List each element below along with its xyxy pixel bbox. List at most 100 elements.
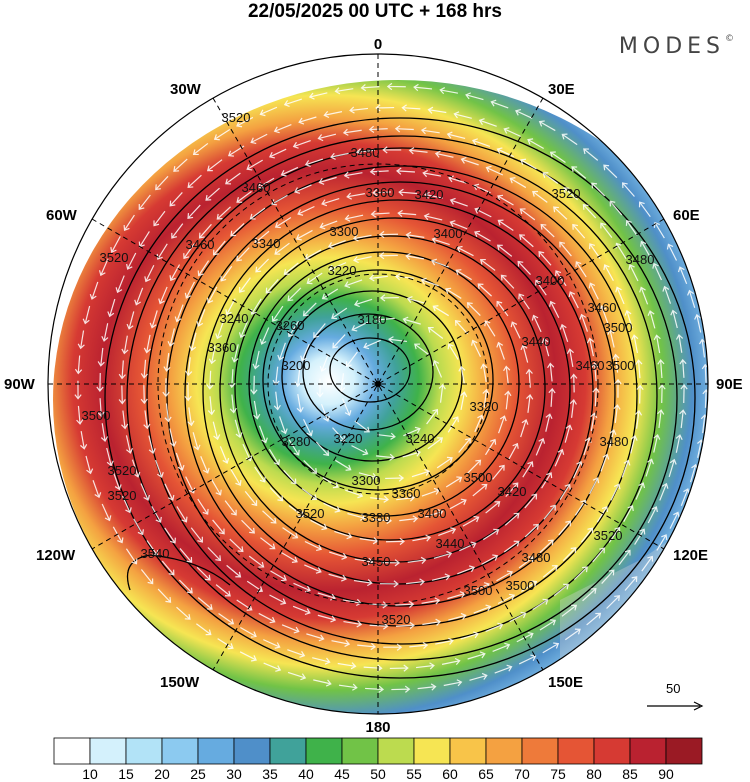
wind-arrow (298, 116, 317, 125)
wind-arrow (187, 204, 201, 219)
wind-arrow (573, 566, 588, 581)
wind-arrow (478, 118, 497, 127)
wind-arrow (259, 327, 270, 345)
wind-arrow (125, 435, 134, 454)
wind-arrow (236, 247, 250, 262)
wind-arrow (668, 458, 677, 478)
contour-label: 3480 (600, 434, 629, 449)
wind-arrow (607, 329, 615, 348)
wind-arrow (538, 120, 556, 132)
wind-arrow (687, 289, 696, 309)
wind-arrow (112, 472, 122, 491)
wind-arrow (462, 515, 480, 527)
lon-label-90e: 90E (716, 376, 743, 393)
wind-arrow (98, 258, 109, 277)
colorbar-swatch (377, 737, 415, 765)
wind-arrow (583, 148, 599, 161)
wind-arrow (269, 487, 284, 502)
wind-arrow (559, 323, 569, 343)
wind-arrow (212, 519, 225, 535)
wind-arrow (618, 549, 631, 566)
wind-arrow (609, 200, 623, 216)
wind-arrow (353, 298, 373, 308)
wind-arrow (115, 275, 125, 294)
wind-arrow (545, 413, 553, 432)
wind-arrow (662, 285, 672, 304)
wind-arrow (520, 158, 537, 170)
wind-arrow (591, 182, 606, 197)
wind-arrow (187, 174, 202, 189)
wind-arrow (372, 516, 392, 525)
contour-label: 3500 (604, 320, 633, 335)
wind-arrow (640, 240, 651, 258)
lon-label-60e: 60E (673, 207, 700, 224)
wind-arrow (327, 240, 346, 249)
wind-arrow (412, 534, 432, 542)
wind-arrow (389, 664, 409, 672)
wind-arrow (287, 287, 302, 302)
wind-arrow (405, 231, 425, 239)
wind-arrow (431, 573, 451, 581)
contour-label: 3340 (252, 236, 281, 251)
wind-arrow (402, 316, 421, 325)
contour-label: 3400 (434, 226, 463, 241)
wind-arrow (293, 582, 311, 593)
wind-arrow (569, 399, 577, 418)
wind-arrow (351, 445, 369, 456)
colorbar-swatch (665, 737, 703, 765)
wind-arrow (369, 622, 389, 630)
wind-arrow (178, 579, 193, 594)
wind-arrow (274, 216, 292, 229)
wind-arrow (236, 116, 254, 128)
wind-arrow (422, 618, 442, 626)
wind-arrow (570, 373, 578, 393)
wind-arrow (162, 378, 170, 398)
wind-arrow (224, 500, 237, 516)
wind-arrow (518, 556, 535, 569)
wind-arrow (413, 83, 433, 92)
wind-arrow (417, 683, 437, 691)
wind-arrow (375, 315, 395, 324)
wind-arrow (143, 334, 151, 354)
wind-arrow (171, 223, 184, 239)
wind-arrow (479, 258, 496, 271)
wind-arrow (653, 433, 661, 453)
wind-arrow (652, 262, 663, 281)
wind-arrow (295, 229, 313, 241)
colorbar-swatch (89, 737, 127, 765)
wind-arrow (155, 459, 164, 478)
wind-arrow (184, 382, 192, 402)
wind-arrow (481, 554, 499, 565)
wind-arrow (580, 527, 594, 543)
wind-arrow (354, 420, 370, 433)
wind-arrow (485, 622, 504, 632)
wind-arrow (283, 469, 297, 485)
wind-arrow (197, 498, 209, 515)
colorbar-swatch (449, 737, 487, 765)
wind-arrow (679, 409, 687, 429)
wind-arrow (206, 159, 223, 172)
wind-arrow (140, 385, 148, 405)
wind-arrow (564, 628, 581, 641)
wind-arrow (332, 334, 346, 349)
wind-arrow (625, 219, 638, 236)
wind-arrow (395, 600, 415, 608)
contour-label: 3240 (220, 311, 249, 326)
wind-arrow (151, 506, 162, 523)
wind-arrow (271, 305, 284, 322)
wind-arrow (621, 182, 635, 197)
wind-arrow (449, 498, 467, 510)
wind-arrow (300, 343, 310, 362)
wind-arrow (192, 432, 201, 451)
wind-arrow (296, 393, 304, 413)
wind-arrow (566, 348, 574, 368)
wind-arrow (449, 197, 468, 207)
wind-arrow (542, 565, 558, 578)
wind-arrow (218, 612, 235, 625)
wind-arrow (482, 388, 490, 408)
wind-arrow (206, 286, 218, 304)
map-title: 22/05/2025 00 UTC + 168 hrs (247, 1, 503, 22)
colorbar-tick-label: 70 (514, 766, 530, 782)
wind-arrow (274, 242, 290, 255)
wind-arrow (473, 183, 491, 194)
